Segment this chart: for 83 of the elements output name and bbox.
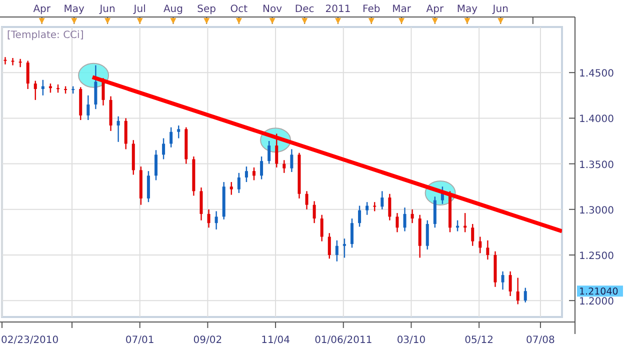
annotation: [Template: CCi] [7,30,84,41]
candlestick [373,201,376,212]
x-tick-label: 07/01 [125,335,154,346]
candlestick [230,181,233,196]
candlestick [290,148,294,173]
candlestick [328,232,331,260]
x-tick-label: 09/02 [193,335,222,346]
candlestick [18,58,22,68]
candlestick [177,124,180,139]
candlestick [516,277,520,305]
candlestick [102,77,105,106]
candlestick [335,240,338,262]
candlestick [282,160,286,174]
x2-tick-label: Oct [230,4,248,15]
x-tick-label: 02/23/2010 [1,335,59,346]
candlestick [260,156,264,180]
x-tick-label: 07/08 [526,335,555,346]
y-tick-label: 1.2500 [579,250,614,262]
candlestick [426,220,429,250]
x2-tick-label: Dec [294,4,314,15]
candlestick [252,166,256,181]
candlestick [410,208,414,224]
candlestick [305,190,308,210]
candlestick [124,118,128,150]
x-tick-label: 11/04 [261,335,290,346]
candlestick [11,57,14,66]
candlestick [388,193,392,221]
candlestick [524,287,527,304]
candlestick [116,116,120,143]
x2-tick-label: May [456,4,478,15]
candlestick [34,80,37,101]
candlestick [396,212,399,233]
x2-tick-label: Aug [163,4,183,15]
candlestick [214,210,218,230]
candlestick [350,218,354,248]
text: 1.21040 [579,286,618,298]
candlestick [200,186,203,221]
candlestick [403,206,406,232]
candlestick [237,172,240,194]
x2-tick-label: 2011 [325,4,351,15]
y-tick-label: 1.4000 [579,114,614,126]
candlestick [486,240,490,260]
x2-tick-label: May [64,4,85,15]
x2-tick-label: Apr [33,4,52,15]
candlestick [244,166,248,183]
candlestick [320,214,324,242]
candlestick [26,60,30,90]
candlestick [433,196,436,228]
x-tick-label: 01/06/2011 [314,335,372,346]
candlestick [508,270,512,297]
candlestick [478,236,482,254]
x2-tick-label: Jul [132,4,146,15]
candlestick [312,200,316,224]
candlestick [268,140,271,164]
x2-tick-label: Jun [492,4,508,15]
candlestick [358,205,362,228]
candlestick [86,94,90,121]
candlestick [366,201,369,216]
y-tick-label: 1.2000 [579,296,614,308]
candlestick [380,190,384,210]
candlestick [41,79,44,96]
x-tick-label: 03/10 [396,335,426,346]
x-tick-label: 05/12 [464,335,494,346]
candlestick [162,138,166,160]
candlestick [94,64,98,110]
candlestick [471,223,474,246]
x2-tick-label: Jun [98,4,116,15]
y-tick-label: 1.3000 [579,205,614,216]
y-tick-label: 1.3500 [579,160,614,171]
x2-tick-label: Sep [197,4,216,15]
x2-tick-label: Feb [362,4,380,15]
candlestick [4,56,7,65]
x2-tick-label: Nov [262,4,282,15]
x2-tick-label: Mar [392,4,412,15]
candlestick [501,270,504,290]
candlestick [342,238,346,258]
candlestick [154,150,158,181]
x2-tick-label: Apr [426,4,444,15]
y-tick-label: 1.4500 [579,68,614,80]
candlestick [275,133,278,168]
candlestick [207,208,210,228]
candlestick [146,170,150,203]
candlestick [170,126,173,148]
